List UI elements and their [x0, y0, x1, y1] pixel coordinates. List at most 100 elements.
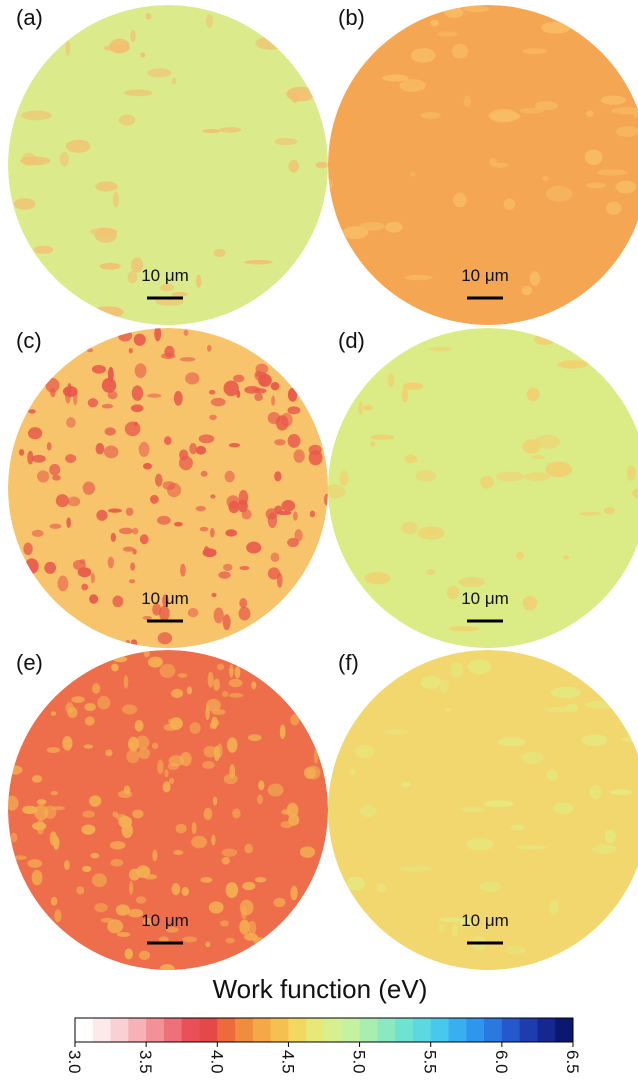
- map-spot: [170, 688, 184, 698]
- map-spot: [209, 414, 217, 421]
- map-spot: [130, 639, 138, 647]
- scale-label: 10 μm: [461, 266, 509, 285]
- map-spot: [247, 734, 262, 742]
- colorbar-cell: [377, 1018, 396, 1042]
- map-spot: [276, 572, 283, 588]
- map-spot: [213, 248, 226, 258]
- map-spot: [109, 840, 126, 850]
- map-spot: [157, 632, 173, 645]
- map-spot: [546, 769, 558, 781]
- map-spot: [129, 881, 134, 895]
- map-spot: [168, 777, 175, 785]
- map-spot: [36, 470, 50, 483]
- map-spot: [584, 701, 616, 709]
- map-spot: [121, 822, 133, 839]
- map-spot: [21, 152, 36, 166]
- map-spot: [515, 845, 547, 850]
- map-spot: [156, 515, 171, 525]
- map-spot: [516, 551, 524, 560]
- map-spot: [122, 704, 138, 715]
- map-spot: [138, 747, 150, 760]
- map-spot: [589, 784, 602, 800]
- map-spot: [210, 494, 216, 499]
- map-spot: [116, 813, 127, 821]
- colorbar-tick-label: 4.0: [207, 1050, 226, 1074]
- map-spot: [77, 567, 92, 578]
- map-spot: [401, 521, 418, 535]
- map-spot: [458, 576, 485, 588]
- map-spot: [280, 412, 293, 427]
- map-spot: [522, 595, 538, 611]
- map-spot: [53, 836, 60, 850]
- map-spot: [50, 896, 58, 906]
- colorbar-cell: [252, 1018, 272, 1042]
- map-spot: [240, 906, 247, 919]
- map-spot: [33, 245, 54, 254]
- map-spot: [87, 398, 99, 408]
- map-spot: [211, 834, 216, 846]
- colorbar-tick-label: 6.5: [563, 1050, 582, 1074]
- map-spot: [203, 807, 213, 821]
- map-spot: [31, 454, 46, 463]
- map-spot: [364, 572, 391, 585]
- map-spot: [255, 363, 269, 375]
- map-spot: [154, 328, 162, 342]
- map-spot: [323, 493, 328, 506]
- map-spot: [216, 743, 223, 758]
- map-spot: [213, 607, 224, 624]
- colorbar-cell: [341, 1018, 361, 1042]
- map-spot: [270, 382, 280, 391]
- map-spot: [159, 605, 170, 621]
- map-spot: [254, 877, 267, 883]
- map-spot: [65, 388, 71, 404]
- map-spot: [151, 742, 159, 750]
- map-spot: [213, 678, 220, 691]
- map-spot: [159, 964, 175, 970]
- map-spot: [122, 546, 135, 552]
- map-spot: [55, 494, 70, 508]
- map-spot: [255, 36, 287, 50]
- map-spot: [49, 463, 61, 476]
- map-spot: [363, 405, 374, 411]
- colorbar-cell: [484, 1018, 503, 1042]
- map-spot: [84, 716, 95, 726]
- map-spot: [288, 159, 299, 173]
- map-spot: [280, 820, 293, 829]
- map-spot: [132, 527, 139, 535]
- map-spot: [234, 666, 241, 679]
- panel-label: (e): [16, 650, 43, 675]
- map-spot: [145, 12, 152, 21]
- map-spot: [415, 469, 437, 482]
- map-spot: [54, 909, 62, 923]
- map-spot: [290, 885, 298, 901]
- map-spot: [107, 919, 124, 934]
- map-spot: [609, 789, 633, 796]
- map-spot: [65, 41, 71, 56]
- map-spot: [604, 829, 616, 843]
- panel-label: (b): [338, 5, 365, 30]
- map-spot: [411, 48, 436, 63]
- map-spot: [233, 374, 245, 383]
- map-spot: [484, 800, 514, 808]
- map-spot: [205, 705, 210, 721]
- map-spot: [128, 579, 136, 584]
- map-spot: [287, 434, 301, 448]
- map-spot: [267, 783, 284, 797]
- map-spot: [207, 344, 212, 352]
- map-panel: [328, 650, 638, 970]
- map-spot: [173, 850, 184, 856]
- map-spot: [463, 5, 490, 13]
- colorbar-tick-label: 6.0: [492, 1050, 511, 1074]
- map-spot: [168, 718, 174, 724]
- map-spot: [246, 541, 262, 554]
- map-spot: [225, 882, 239, 898]
- map-spot: [203, 745, 217, 758]
- map-spot: [132, 809, 144, 819]
- map-spot: [76, 886, 85, 895]
- map-spot: [273, 897, 286, 908]
- map-spot: [101, 377, 117, 393]
- map-spot: [124, 948, 134, 960]
- scale-label: 10 μm: [461, 911, 509, 930]
- map-spot: [207, 671, 214, 688]
